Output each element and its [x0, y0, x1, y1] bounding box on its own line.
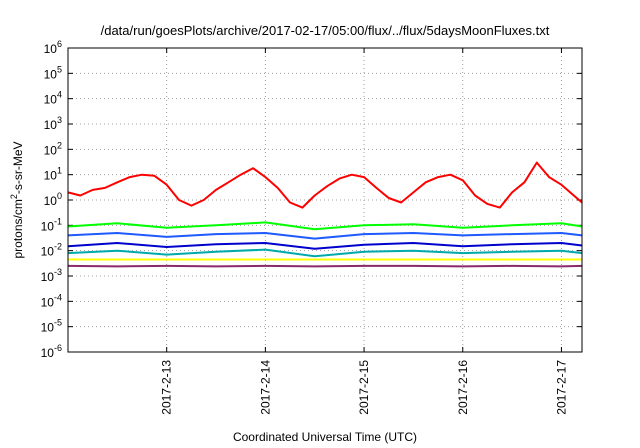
- chart-title: /data/run/goesPlots/archive/2017-02-17/0…: [101, 23, 550, 38]
- x-tick-label: 2017-2-17: [554, 360, 568, 415]
- series-group: [67, 161, 583, 268]
- series-line: [67, 242, 583, 250]
- y-axis-label-pre: protons/cm: [11, 199, 25, 258]
- y-tick-label: 101: [44, 166, 62, 183]
- y-axis-label-sup: 2: [9, 194, 19, 199]
- grid: [68, 47, 582, 353]
- y-tick-label: 10-6: [41, 343, 62, 360]
- x-tick-label: 2017-2-14: [258, 360, 272, 415]
- y-tick-label: 10-3: [41, 267, 62, 284]
- y-tick-labels: 10-6 10-5 10-4 10-3 10-2 10-1 100 101 102 103 104 1…: [41, 39, 62, 360]
- y-tick-label: 10-2: [41, 242, 62, 259]
- x-tick-label: 2017-2-16: [456, 360, 470, 415]
- y-tick-label: 106: [44, 39, 62, 56]
- y-tick-label: 102: [44, 140, 62, 157]
- x-axis-label: Coordinated Universal Time (UTC): [233, 430, 417, 444]
- y-tick-label: 10-4: [41, 292, 62, 309]
- y-tick-label: 10-5: [41, 318, 62, 335]
- series-line: [67, 232, 583, 240]
- x-tick-label: 2017-2-15: [357, 360, 371, 415]
- y-axis-label: protons/cm2-s-sr-MeV: [9, 141, 25, 258]
- series-line: [67, 248, 583, 258]
- series-line: [67, 264, 583, 268]
- x-tick-label: 2017-2-13: [160, 360, 174, 415]
- series-line: [67, 161, 583, 209]
- y-tick-label: 100: [44, 191, 62, 208]
- y-tick-label: 104: [44, 90, 62, 107]
- y-axis-label-post: -s-sr-MeV: [11, 141, 25, 194]
- y-tick-label: 103: [44, 115, 62, 132]
- plot-frame: [67, 47, 583, 353]
- x-tick-labels: 2017-2-13 2017-2-14 2017-2-15 2017-2-16 2017…: [160, 360, 569, 415]
- series-line: [67, 221, 583, 231]
- y-tick-label: 10-1: [41, 216, 62, 233]
- y-tick-label: 105: [44, 64, 62, 81]
